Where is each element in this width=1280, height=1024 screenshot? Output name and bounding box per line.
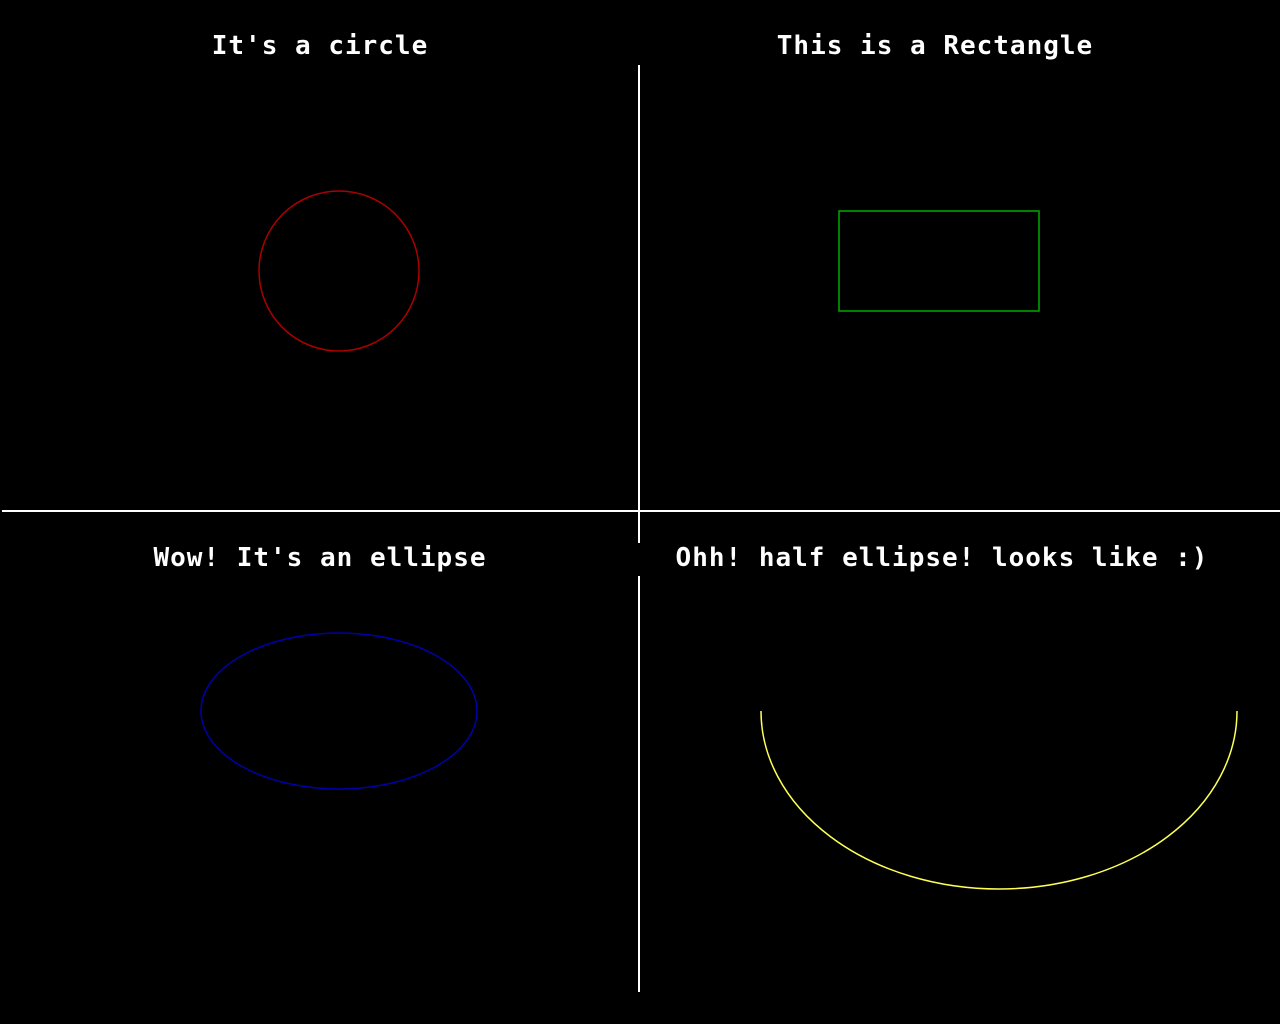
- yellow-half-ellipse: [760, 710, 1238, 890]
- caption-rectangle: This is a Rectangle: [776, 31, 1094, 61]
- blue-ellipse: [200, 632, 478, 790]
- red-circle: [258, 190, 420, 352]
- caption-circle: It's a circle: [211, 31, 429, 61]
- caption-ellipse: Wow! It's an ellipse: [153, 543, 487, 573]
- green-rectangle: [838, 210, 1040, 312]
- caption-half-ellipse: Ohh! half ellipse! looks like :): [675, 543, 1209, 573]
